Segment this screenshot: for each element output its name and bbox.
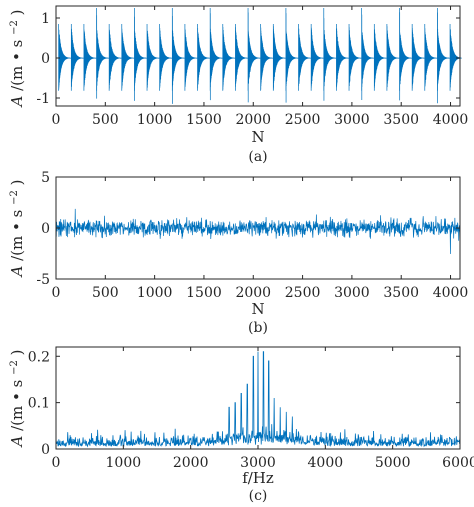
panel-c-x-tick-label: 4000 [308,455,344,471]
panel-c-y-tick-label: 0 [41,442,50,458]
panel-a-x-tick-label: 4000 [433,112,469,128]
panel-c-x-tick-label: 6000 [442,455,474,471]
panel-b-x-tick-label: 3500 [383,285,419,301]
panel-a-ylabel-exp: −2 [9,20,20,35]
panel-a-ylabel-main: A [8,96,26,109]
panel-b-ylabel-unit: /(m • s [8,210,26,261]
svg-text:A /(m • s −2: A /(m • s −2 ) [8,349,26,448]
panel-c-x-tick-label: 2000 [173,455,209,471]
panel-b-ylabel-exp: −2 [9,190,20,205]
panel-a-ylabel: A /(m • s −2 ) [8,9,26,108]
panel-b-ylabel-close: ) [8,179,26,185]
panel-c-ylabel-unit: /(m • s [8,380,26,431]
panel-c-ylabel-main: A [8,436,26,449]
panel-c-spectrum-line [55,351,461,448]
panel-b-x-tick-label: 500 [92,285,119,301]
panel-a-xlabel: N [251,128,264,146]
panel-b-ticks: 0 500 1000 1500 2000 2500 3000 3500 4000-505 [36,170,468,301]
panel-b-x-tick-label: 1500 [186,285,222,301]
panel-b-y-tick-label: -5 [36,272,50,288]
panel-a-caption: (a) [248,149,267,165]
panel-c-ylabel-exp: −2 [9,360,20,375]
panel-a-x-tick-label: 3500 [383,112,419,128]
panel-b-caption: (b) [248,320,268,336]
panel-a-x-tick-label: 1500 [186,112,222,128]
panel-a-signal-line [58,8,462,104]
panel-c-x-tick-label: 1000 [106,455,142,471]
panel-c-y-tick-label: 0.1 [28,396,50,412]
panel-b-x-tick-label: 0 [52,285,61,301]
panel-a-x-tick-label: 2500 [285,112,321,128]
panel-b-x-tick-label: 3000 [334,285,370,301]
panel-a-x-tick-label: 1000 [137,112,173,128]
svg-text:A /(m • s −2: A /(m • s −2 ) [8,179,26,278]
panel-a-ylabel-unit: /(m • s [8,40,26,91]
panel-b-x-tick-label: 2500 [285,285,321,301]
panel-a-y-tick-label: 1 [41,11,50,27]
panel-b-x-tick-label: 2000 [235,285,271,301]
panel-a-x-tick-label: 500 [92,112,119,128]
panel-c-caption: (c) [249,488,268,504]
panel-a-frame [55,5,461,107]
panel-c-xlabel: f/Hz [242,469,274,487]
panel-b-ylabel: A /(m • s −2 ) [8,179,26,278]
svg-text:A /(m • s −2: A /(m • s −2 ) [8,9,26,108]
panel-a: A /(m • s −2 ) 0 500 1000 1500 2000 2500 3000 3… [8,5,468,165]
panel-c-ylabel: A /(m • s −2 ) [8,349,26,448]
panel-c-x-tick-label: 3000 [240,455,276,471]
panel-a-y-tick-label: -1 [36,91,50,107]
panel-b-y-tick-label: 0 [41,221,50,237]
panel-c-ylabel-close: ) [8,349,26,355]
panel-b-x-tick-label: 1000 [137,285,173,301]
panel-c-x-tick-label: 5000 [375,455,411,471]
panel-c: A /(m • s −2 ) 0 1000 2000 3000 4000 5000 6000… [8,346,474,504]
panel-b: A /(m • s −2 ) 0 500 1000 1500 2000 2500 3000 3… [8,170,468,336]
panel-c-y-tick-label: 0.2 [28,349,50,365]
panel-b-y-tick-label: 5 [41,170,50,186]
panel-b-signal-line [55,208,461,254]
panel-a-x-tick-label: 0 [52,112,61,128]
panel-c-ticks: 0 1000 2000 3000 4000 5000 6000 0 0.1 0.2 [28,347,474,471]
panel-a-ylabel-close: ) [8,9,26,15]
panel-a-ticks: 0 500 1000 1500 2000 2500 3000 3500 4000-101 [36,6,468,128]
panel-c-x-tick-label: 0 [52,455,61,471]
panel-b-x-tick-label: 4000 [433,285,469,301]
panel-a-y-tick-label: 0 [41,51,50,67]
panel-b-xlabel: N [251,300,264,318]
panel-a-x-tick-label: 2000 [235,112,271,128]
panel-a-x-tick-label: 3000 [334,112,370,128]
panel-b-ylabel-main: A [8,266,26,279]
